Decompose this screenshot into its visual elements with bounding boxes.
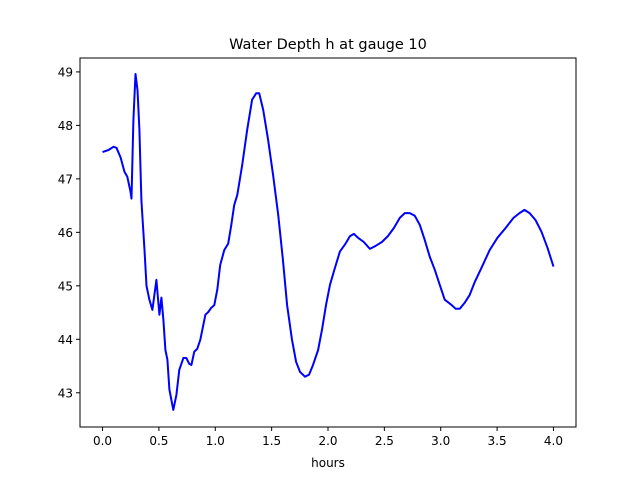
y-tick-label: 43 [58,386,73,400]
plot-frame [79,57,577,428]
x-tick-label: 4.0 [544,434,563,448]
x-tick-label: 1.5 [262,434,281,448]
x-tick-label: 0.5 [149,434,168,448]
chart-title: Water Depth h at gauge 10 [229,37,427,53]
series-line-h [102,73,555,411]
x-tick-label: 1.0 [206,434,225,448]
x-axis-label: hours [311,456,345,470]
y-tick-label: 46 [58,226,73,240]
x-axis-ticks: 0.0 0.5 1.0 1.5 2.0 2.5 3.0 3.5 4.0 [93,427,563,448]
y-axis-ticks: 43 44 45 46 47 48 49 [58,65,80,400]
x-tick-label: 2.5 [375,434,394,448]
y-tick-label: 49 [58,65,73,79]
x-tick-label: 2.0 [318,434,337,448]
y-tick-label: 48 [58,119,73,133]
x-tick-label: 3.0 [431,434,450,448]
y-tick-label: 45 [58,279,73,293]
x-tick-label: 0.0 [93,434,112,448]
y-tick-label: 44 [58,333,73,347]
y-tick-label: 47 [58,172,73,186]
x-tick-label: 3.5 [488,434,507,448]
